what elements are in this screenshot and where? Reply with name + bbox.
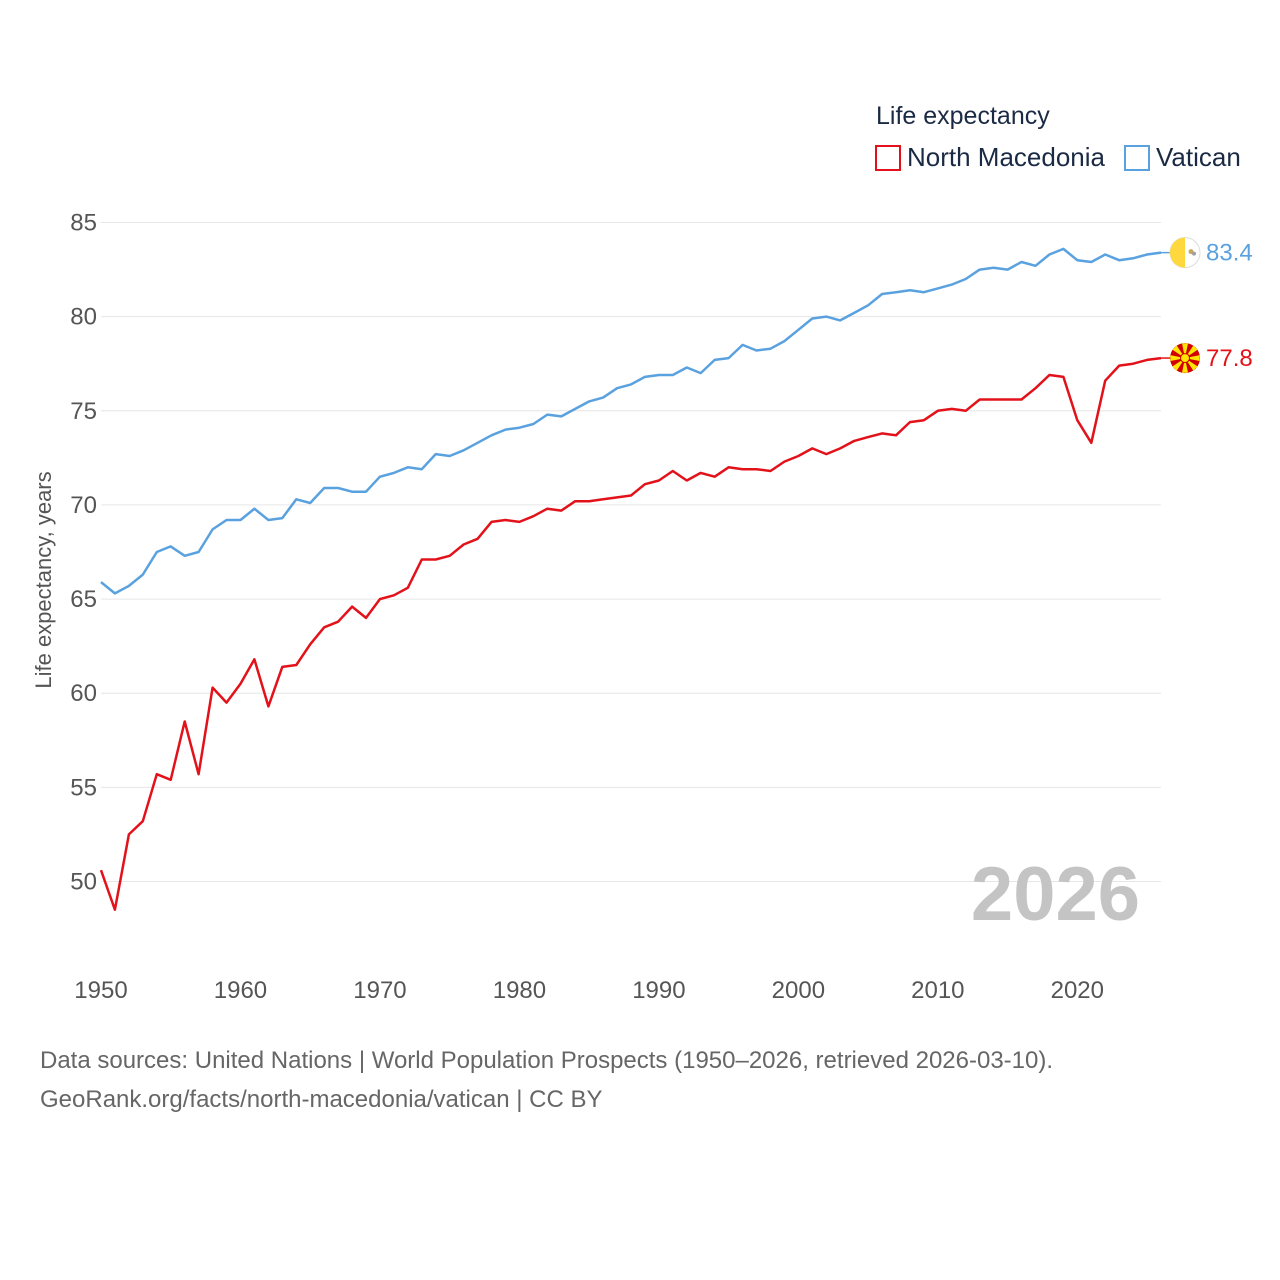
x-tick-label-1970: 1970 <box>353 977 406 1004</box>
x-tick-label-1960: 1960 <box>214 977 267 1004</box>
series-line-vatican[interactable] <box>100 247 1162 595</box>
data-source-note: Data sources: United Nations | World Pop… <box>40 1047 1054 1074</box>
y-tick-label-80: 80 <box>70 304 97 331</box>
x-axis-ticks: 1950 1960 1970 1980 1990 2000 2010 2020 <box>74 977 1104 1004</box>
end-value-label-north-macedonia: 77.8 <box>1206 345 1253 372</box>
series-line-north-macedonia[interactable] <box>99 356 1162 911</box>
line-chart: 50 55 60 65 70 75 80 85 1950 1960 1970 1980 1990 200… <box>31 102 1253 1004</box>
x-tick-label-2010: 2010 <box>911 977 964 1004</box>
y-tick-label-55: 55 <box>70 774 97 801</box>
y-tick-label-60: 60 <box>70 680 97 707</box>
series-lines <box>99 247 1162 911</box>
footer: Data sources: United Nations | World Pop… <box>40 1041 1053 1119</box>
legend-item-vatican[interactable]: Vatican <box>1124 142 1241 172</box>
x-tick-label-1950: 1950 <box>74 977 127 1004</box>
legend-item-north-macedonia[interactable]: North Macedonia <box>875 142 1106 172</box>
x-tick-label-1990: 1990 <box>632 977 685 1004</box>
legend-swatch-vatican <box>1124 145 1150 171</box>
vatican-flag-icon <box>1169 237 1201 269</box>
legend-title: Life expectancy <box>876 102 1050 130</box>
legend-swatch-north-macedonia <box>875 145 901 171</box>
series-end-markers: 77.8 83.4 <box>1161 237 1253 374</box>
y-tick-label-65: 65 <box>70 586 97 613</box>
source-link[interactable]: GeoRank.org/facts/north-macedonia/vatica… <box>40 1086 603 1113</box>
legend: Life expectancy North Macedonia Vatican <box>875 102 1241 172</box>
year-watermark: 2026 <box>971 852 1140 937</box>
x-tick-label-1980: 1980 <box>493 977 546 1004</box>
north-macedonia-flag-icon <box>1170 343 1200 374</box>
y-tick-label-85: 85 <box>70 210 97 237</box>
x-tick-label-2000: 2000 <box>772 977 825 1004</box>
y-tick-label-50: 50 <box>70 869 97 896</box>
legend-label-vatican: Vatican <box>1156 142 1241 172</box>
y-tick-label-70: 70 <box>70 492 97 519</box>
y-axis-ticks: 50 55 60 65 70 75 80 85 <box>70 210 97 896</box>
end-value-label-vatican: 83.4 <box>1206 240 1253 267</box>
y-tick-label-75: 75 <box>70 398 97 425</box>
y-axis-title: Life expectancy, years <box>31 471 56 688</box>
x-tick-label-2020: 2020 <box>1051 977 1104 1004</box>
legend-label-north-macedonia: North Macedonia <box>907 142 1106 172</box>
grid-lines <box>101 222 1161 882</box>
